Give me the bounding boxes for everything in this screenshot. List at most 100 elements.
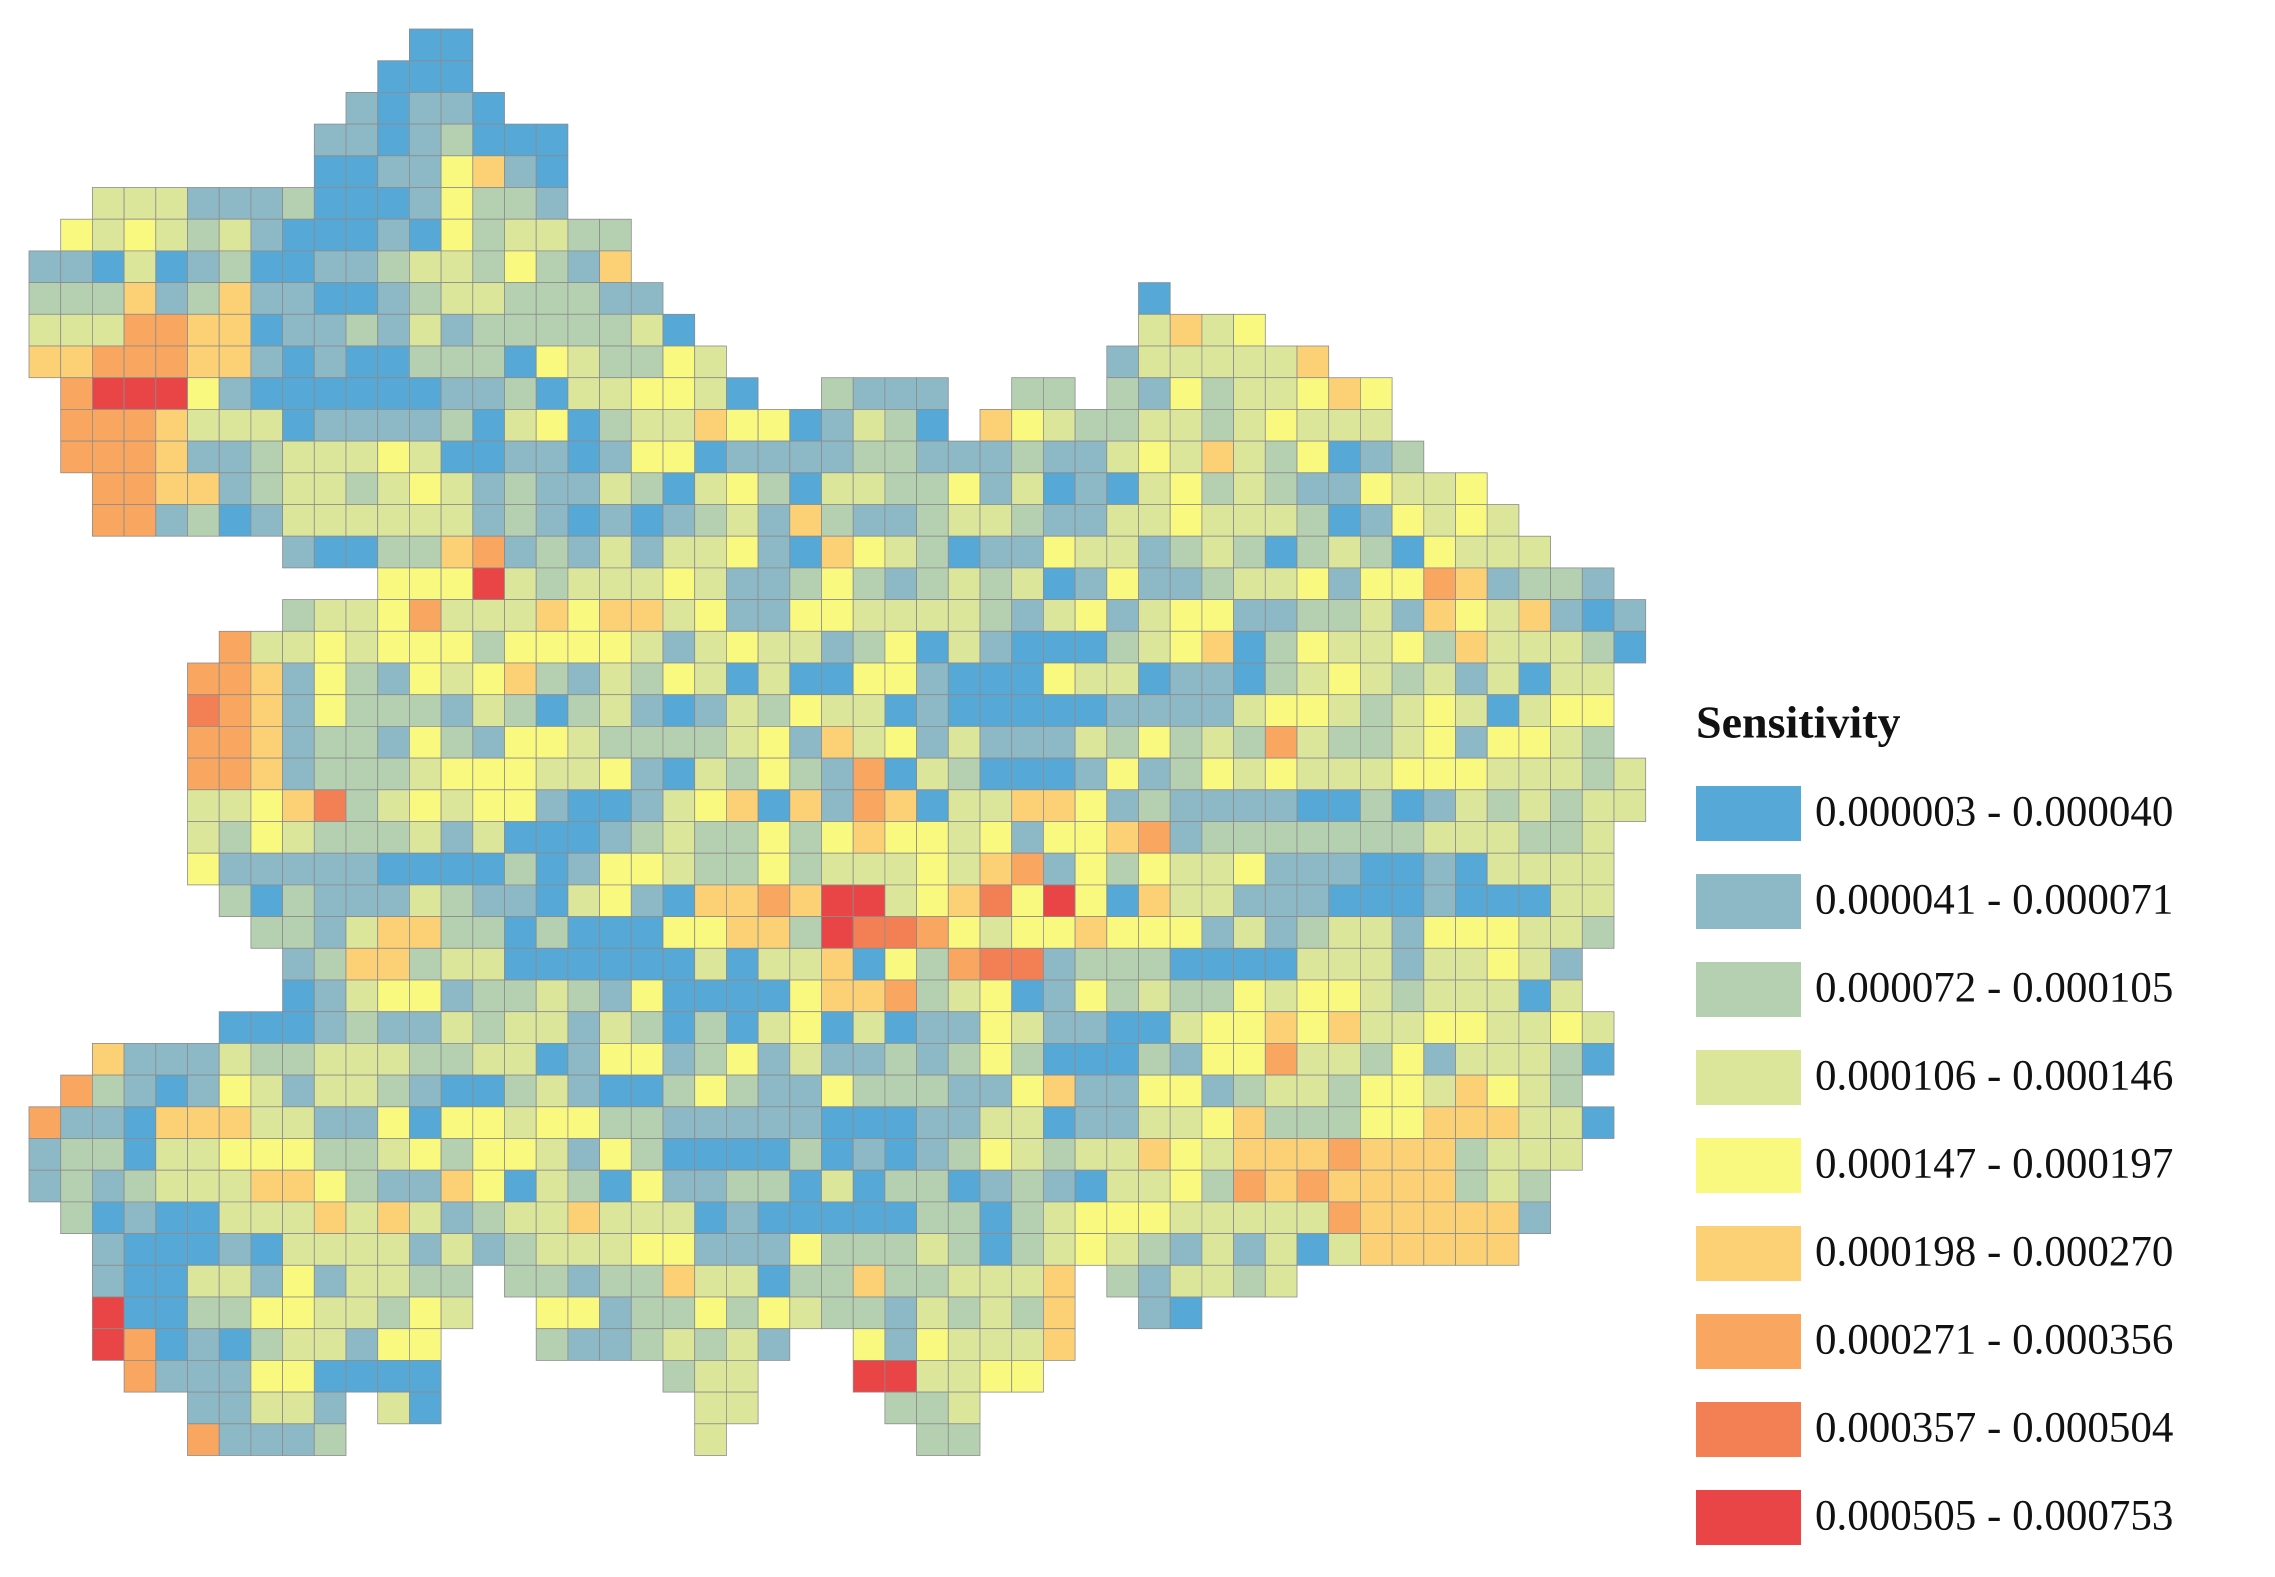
grid-cell (630, 630, 664, 664)
grid-cell (916, 789, 949, 822)
grid-cell (1043, 789, 1076, 822)
grid-cell (408, 916, 442, 949)
grid-cell (694, 1106, 727, 1139)
grid-cell (1550, 567, 1583, 601)
grid-cell (852, 504, 886, 537)
grid-cell (504, 155, 537, 188)
grid-cell (1264, 535, 1298, 569)
grid-cell (599, 599, 632, 632)
grid-cell (187, 1391, 220, 1425)
grid-cell (472, 123, 505, 157)
grid-cell (282, 218, 315, 252)
grid-cell (155, 218, 188, 252)
grid-cell (1328, 726, 1361, 759)
grid-cell (821, 630, 854, 664)
grid-cell (377, 1074, 410, 1108)
grid-cell (472, 726, 505, 759)
grid-cell (1011, 1169, 1044, 1203)
grid-cell (726, 630, 759, 664)
grid-cell (504, 567, 537, 601)
grid-cell (1264, 1169, 1298, 1203)
grid-cell (916, 599, 949, 632)
grid-cell (1106, 1264, 1139, 1298)
grid-cell (345, 250, 379, 283)
grid-cell (92, 1328, 125, 1361)
grid-cell (535, 1043, 569, 1076)
grid-cell (440, 694, 474, 727)
grid-cell (1455, 916, 1488, 949)
grid-cell (599, 1201, 632, 1235)
grid-cell (250, 408, 283, 442)
grid-cell (408, 694, 442, 727)
grid-cell (377, 757, 410, 791)
grid-cell (1138, 979, 1171, 1013)
grid-cell (1233, 1106, 1266, 1139)
grid-cell (1169, 852, 1203, 886)
legend-label: 0.000003 - 0.000040 (1815, 788, 2173, 835)
grid-cell (1011, 694, 1044, 727)
grid-cell (567, 1106, 601, 1139)
grid-cell (1138, 345, 1171, 379)
grid-cell (1455, 694, 1488, 727)
grid-cell (472, 408, 505, 442)
grid-cell (1486, 1074, 1520, 1108)
grid-cell (916, 472, 949, 505)
grid-cell (1486, 1169, 1520, 1203)
grid-cell (599, 694, 632, 727)
grid-cell (123, 1233, 157, 1266)
grid-cell (1423, 1043, 1456, 1076)
grid-cell (662, 440, 696, 474)
grid-cell (1074, 789, 1108, 822)
grid-cell (282, 282, 315, 315)
grid-cell (282, 1360, 315, 1393)
grid-cell (1043, 1264, 1076, 1298)
grid-cell (1391, 1233, 1425, 1266)
grid-cell (1043, 630, 1076, 664)
grid-cell (535, 662, 569, 696)
grid-cell (187, 504, 220, 537)
grid-cell (218, 884, 252, 918)
grid-cell (250, 250, 283, 283)
grid-cell (504, 630, 537, 664)
grid-cell (1233, 504, 1266, 537)
grid-cell (408, 187, 442, 220)
grid-cell (1169, 1296, 1203, 1330)
grid-cell (726, 377, 759, 410)
legend-title: Sensitivity (1696, 697, 1900, 748)
grid-cell (1138, 1201, 1171, 1235)
grid-cell (440, 282, 474, 315)
grid-cell (662, 1264, 696, 1298)
grid-cell (1169, 821, 1203, 854)
grid-cell (250, 1074, 283, 1108)
grid-cell (1455, 852, 1488, 886)
grid-cell (916, 1074, 949, 1108)
grid-cell (218, 821, 252, 854)
grid-cell (1074, 1074, 1108, 1108)
grid-cell (979, 757, 1013, 791)
grid-cell (567, 408, 601, 442)
grid-cell (1455, 630, 1488, 664)
grid-cell (979, 535, 1013, 569)
grid-cell (1455, 1074, 1488, 1108)
grid-cell (1550, 1106, 1583, 1139)
grid-cell (250, 377, 283, 410)
grid-cell (1011, 947, 1044, 981)
grid-cell (345, 1233, 379, 1266)
grid-cell (757, 440, 791, 474)
grid-cell (916, 916, 949, 949)
grid-cell (1264, 662, 1298, 696)
grid-cell (345, 662, 379, 696)
grid-cell (757, 726, 791, 759)
grid-cell (535, 789, 569, 822)
grid-cell (1106, 630, 1139, 664)
grid-cell (250, 1328, 283, 1361)
grid-cell (250, 916, 283, 949)
grid-cell (662, 694, 696, 727)
grid-cell (630, 535, 664, 569)
grid-cell (1360, 1106, 1393, 1139)
grid-cell (916, 1391, 949, 1425)
grid-cell (662, 313, 696, 347)
grid-cell (1138, 504, 1171, 537)
grid-cell (662, 1106, 696, 1139)
grid-cell (884, 947, 918, 981)
